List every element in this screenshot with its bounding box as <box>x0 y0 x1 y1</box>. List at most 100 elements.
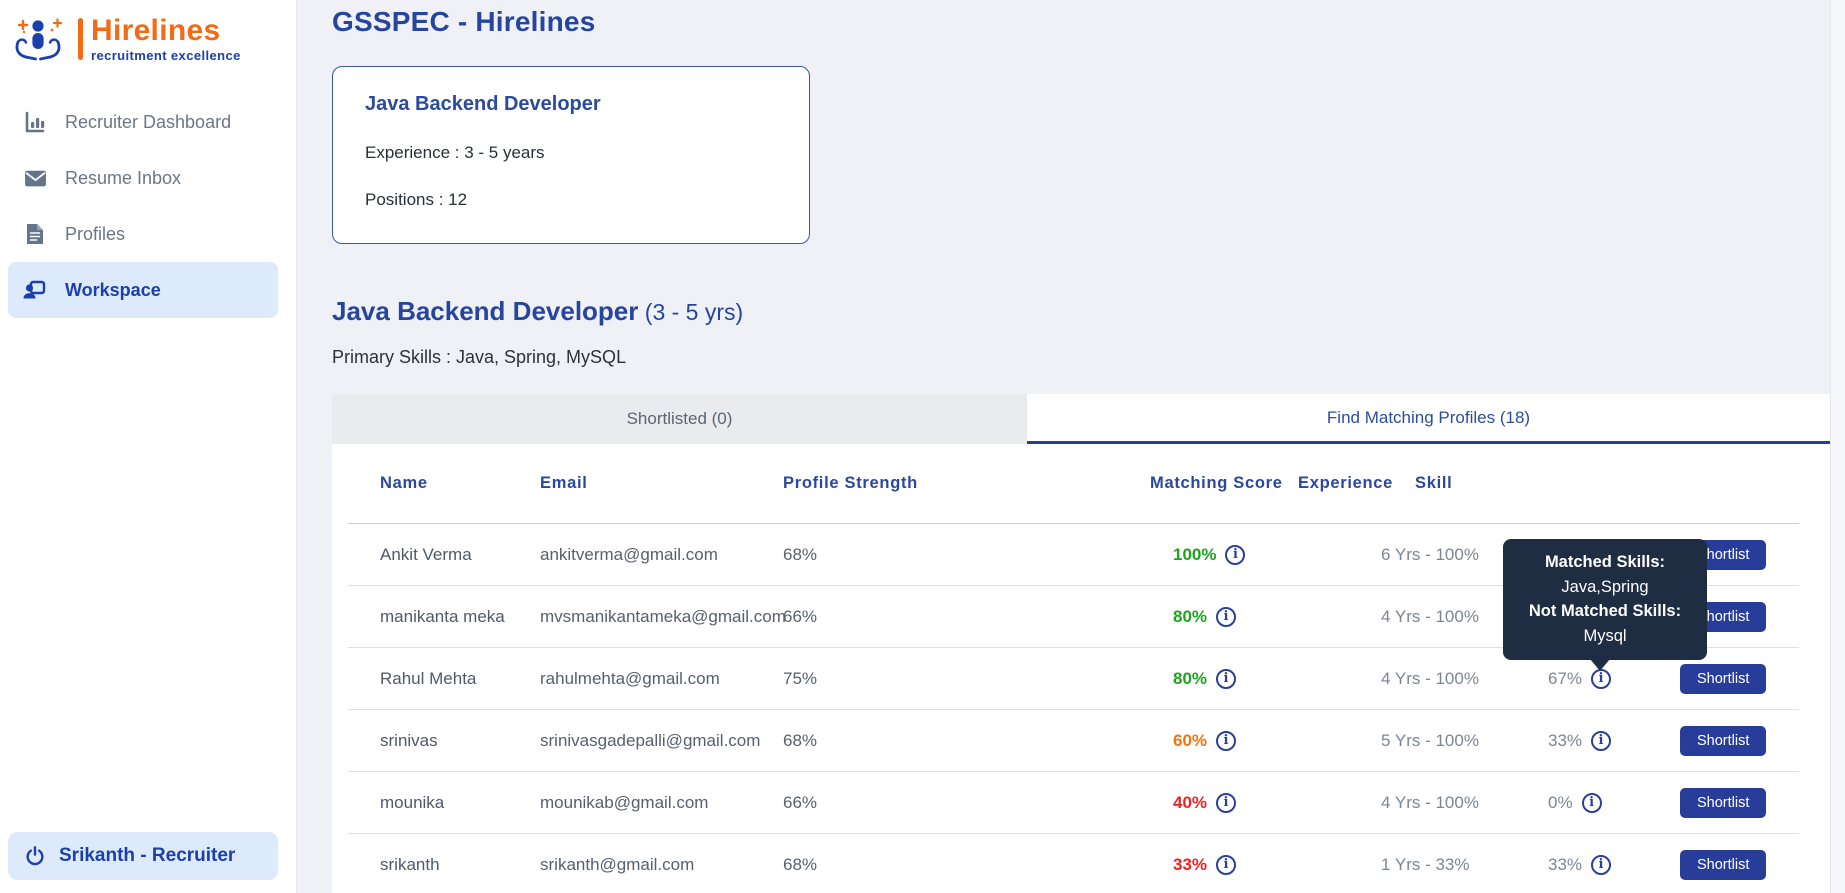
job-section-years: (3 - 5 yrs) <box>638 299 744 325</box>
candidate-name: mounika <box>380 792 445 812</box>
job-card-title: Java Backend Developer <box>365 93 601 115</box>
matching-score-info-icon[interactable] <box>1216 730 1237 751</box>
skill-cell: 0% <box>1548 792 1680 813</box>
sidebar-item-workspace[interactable]: Workspace <box>8 262 278 318</box>
table-row: srinivas srinivasgadepalli@gmail.com 68%… <box>348 710 1799 772</box>
skill-info-icon[interactable] <box>1581 792 1602 813</box>
brand-logo: Hirelines recruitment excellence <box>0 0 296 66</box>
skill-match-tooltip: Matched Skills: Java,Spring Not Matched … <box>1503 539 1707 671</box>
not-matched-skills-value: Mysql <box>1583 626 1627 645</box>
candidate-name: srikanth <box>380 854 440 874</box>
skill-value: 67% <box>1548 668 1583 688</box>
profile-strength-value: 68% <box>783 544 818 564</box>
candidate-email: mounikab@gmail.com <box>540 792 709 812</box>
job-card-experience: Experience : 3 - 5 years <box>365 143 545 162</box>
matching-score-info-icon[interactable] <box>1216 792 1237 813</box>
tab-shortlisted[interactable]: Shortlisted (0) <box>332 394 1027 444</box>
skill-info-icon[interactable] <box>1591 668 1612 689</box>
power-icon <box>24 845 46 867</box>
sidebar-item-label: Recruiter Dashboard <box>65 111 232 132</box>
skill-info-icon[interactable] <box>1591 730 1612 751</box>
matching-score-info-icon[interactable] <box>1216 668 1237 689</box>
sidebar-item-label: Profiles <box>65 223 126 244</box>
column-header-matching-score: Matching Score <box>1150 474 1283 492</box>
job-card[interactable]: Java Backend Developer Experience : 3 - … <box>332 66 810 244</box>
job-card-positions: Positions : 12 <box>365 190 468 209</box>
not-matched-skills-label: Not Matched Skills: <box>1528 602 1682 620</box>
matching-score-cell: 80% <box>1173 606 1381 627</box>
matching-score-info-icon[interactable] <box>1216 606 1237 627</box>
main-content: GSSPEC - Hirelines Java Backend Develope… <box>297 0 1845 893</box>
candidate-name: srinivas <box>380 730 438 750</box>
matching-score-info-icon[interactable] <box>1216 854 1237 875</box>
matching-score-cell: 33% <box>1173 854 1381 875</box>
candidate-name: Rahul Mehta <box>380 668 477 688</box>
matching-score-info-icon[interactable] <box>1225 544 1246 565</box>
matching-score-cell: 80% <box>1173 668 1381 689</box>
table-row: mounika mounikab@gmail.com 66% 40% 4 Yrs… <box>348 772 1799 834</box>
bar-chart-icon <box>22 109 48 135</box>
table-row: Ankit Verma ankitverma@gmail.com 68% 100… <box>348 524 1799 586</box>
skill-cell: 67% <box>1548 668 1680 689</box>
matching-score-cell: 100% <box>1173 544 1381 565</box>
brand-tagline: recruitment excellence <box>91 47 241 63</box>
experience-value: 5 Yrs - 100% <box>1381 730 1479 750</box>
sidebar-item-label: Resume Inbox <box>65 167 182 188</box>
sidebar-item-profiles[interactable]: Profiles <box>8 206 278 262</box>
skill-info-icon[interactable] <box>1591 854 1612 875</box>
logo-divider <box>78 18 83 60</box>
tab-find-matching-profiles[interactable]: Find Matching Profiles (18) <box>1027 394 1830 444</box>
brand-name: Hirelines <box>91 13 221 47</box>
matching-score-value: 100% <box>1173 544 1217 564</box>
sidebar: Hirelines recruitment excellence Recruit… <box>0 0 297 893</box>
column-header-email: Email <box>540 474 588 492</box>
shortlist-button[interactable]: Shortlist <box>1680 725 1767 756</box>
matching-score-value: 80% <box>1173 668 1208 688</box>
matching-score-value: 33% <box>1173 854 1208 874</box>
matching-score-cell: 60% <box>1173 730 1381 751</box>
user-session-button[interactable]: Srikanth - Recruiter <box>8 832 278 880</box>
skill-value: 0% <box>1548 792 1573 812</box>
sidebar-item-resume-inbox[interactable]: Resume Inbox <box>8 150 278 206</box>
candidate-name: manikanta meka <box>380 606 505 626</box>
sidebar-item-recruiter-dashboard[interactable]: Recruiter Dashboard <box>8 94 278 150</box>
skill-value: 33% <box>1548 854 1583 874</box>
shortlist-button[interactable]: Shortlist <box>1680 663 1767 694</box>
candidates-table: Name Email Profile Strength Matching Sco… <box>348 444 1799 893</box>
profile-strength-value: 68% <box>783 854 818 874</box>
experience-value: 4 Yrs - 100% <box>1381 606 1479 626</box>
hands-person-logo-icon <box>10 12 66 66</box>
table-body: Ankit Verma ankitverma@gmail.com 68% 100… <box>348 524 1799 893</box>
shortlist-button[interactable]: Shortlist <box>1680 849 1767 880</box>
skill-cell: 33% <box>1548 730 1680 751</box>
document-icon <box>22 221 48 247</box>
column-header-name: Name <box>380 474 428 492</box>
profile-strength-value: 66% <box>783 606 818 626</box>
table-header-row: Name Email Profile Strength Matching Sco… <box>348 444 1799 524</box>
skill-cell: 33% <box>1548 854 1680 875</box>
matching-score-value: 40% <box>1173 792 1208 812</box>
matched-skills-label: Matched Skills: <box>1544 553 1666 571</box>
candidate-email: srinivasgadepalli@gmail.com <box>540 730 761 750</box>
matching-score-value: 80% <box>1173 606 1208 626</box>
vertical-scrollbar[interactable] <box>1830 0 1845 893</box>
user-name-label: Srikanth - Recruiter <box>59 845 236 866</box>
envelope-icon <box>22 165 48 191</box>
page-title: GSSPEC - Hirelines <box>332 6 596 37</box>
candidate-name: Ankit Verma <box>380 544 472 564</box>
profile-strength-value: 68% <box>783 730 818 750</box>
matching-score-cell: 40% <box>1173 792 1381 813</box>
table-row: srikanth srikanth@gmail.com 68% 33% 1 Yr… <box>348 834 1799 893</box>
sidebar-nav: Recruiter Dashboard Resume Inbox Profile… <box>0 94 296 318</box>
shortlist-button[interactable]: Shortlist <box>1680 787 1767 818</box>
candidate-email: ankitverma@gmail.com <box>540 544 718 564</box>
skill-value: 33% <box>1548 730 1583 750</box>
matching-score-value: 60% <box>1173 730 1208 750</box>
column-header-profile-strength: Profile Strength <box>783 474 918 492</box>
column-header-skill: Skill <box>1415 474 1453 492</box>
workspace-people-icon <box>22 277 48 303</box>
matched-skills-value: Java,Spring <box>1561 577 1649 596</box>
column-header-experience: Experience <box>1298 474 1394 492</box>
candidate-email: srikanth@gmail.com <box>540 854 695 874</box>
tab-bar: Shortlisted (0) Find Matching Profiles (… <box>332 394 1830 444</box>
